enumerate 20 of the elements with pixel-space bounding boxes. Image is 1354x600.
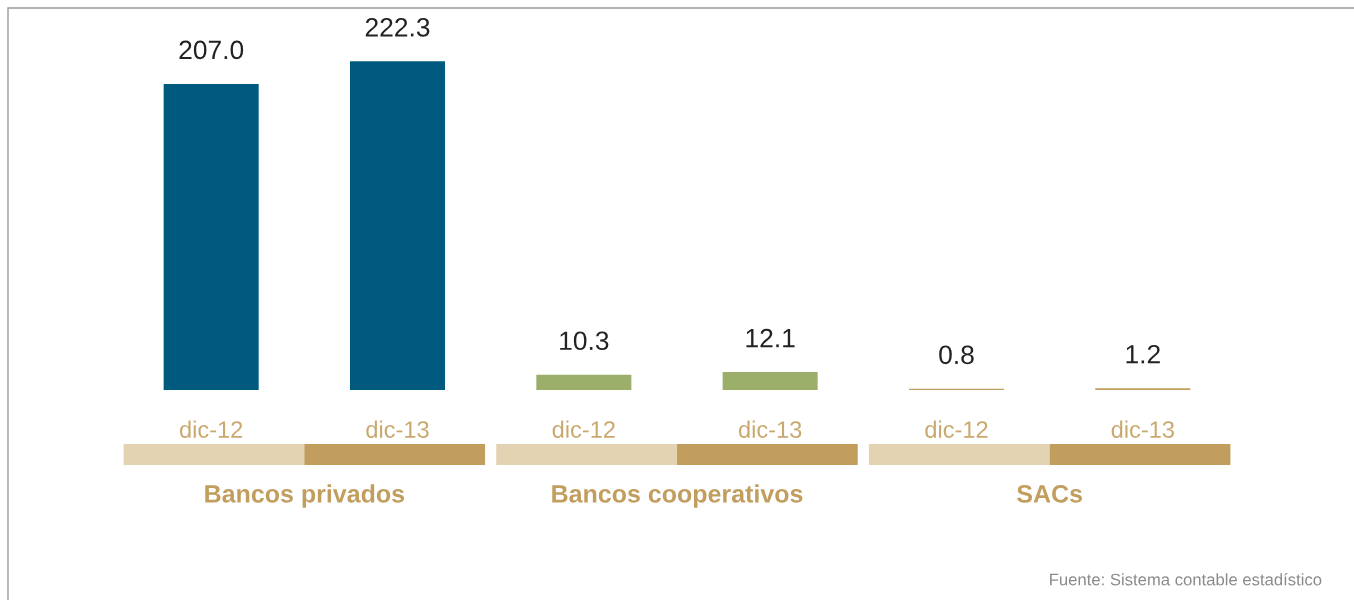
bar — [163, 83, 259, 390]
bar — [536, 374, 632, 390]
x-tick-label: dic-12 — [552, 420, 615, 438]
x-tick-label: dic-13 — [739, 420, 802, 438]
x-tick-label: dic-12 — [180, 420, 243, 438]
bar — [722, 372, 818, 390]
x-tick-label: dic-13 — [366, 420, 429, 438]
x-tick-label: dic-13 — [1111, 420, 1174, 438]
data-label: 0.8 — [939, 345, 974, 365]
text: Bancos privados — [205, 484, 405, 508]
text: Bancos cooperativos — [552, 484, 803, 508]
data-label: 207.0 — [179, 40, 244, 60]
data-label: 222.3 — [365, 17, 430, 37]
data-label: 1.2 — [1126, 344, 1160, 364]
bar — [349, 61, 446, 390]
source-note: Fuente: Sistema contable estadístico — [1050, 573, 1322, 586]
text: SACs — [1017, 485, 1082, 503]
data-label: 12.1 — [746, 328, 795, 348]
data-label: 10.3 — [560, 331, 609, 351]
x-tick-label: dic-12 — [925, 420, 988, 438]
